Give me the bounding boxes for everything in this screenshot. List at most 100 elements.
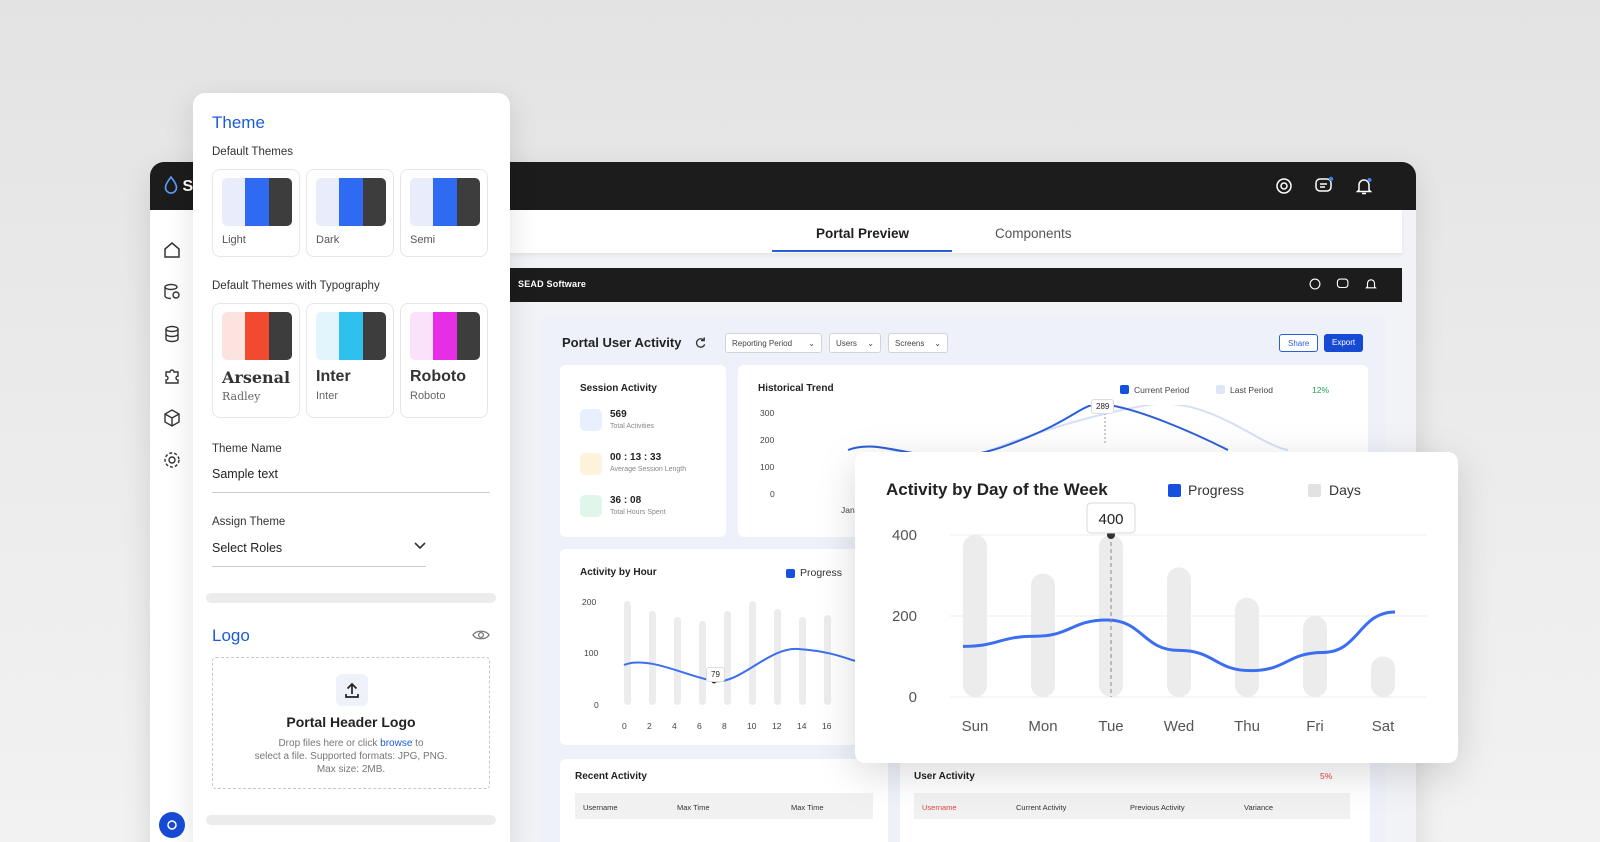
users-select[interactable]: Users ⌄	[829, 333, 881, 353]
top-icons	[1274, 176, 1376, 198]
cube-icon[interactable]	[162, 408, 182, 428]
x-tick: Fri	[1306, 718, 1324, 735]
dashboard-title: Portal User Activity	[562, 335, 682, 350]
default-themes-label: Default Themes	[212, 146, 293, 158]
y-tick: 200	[760, 435, 775, 445]
user-activity-card: User Activity 5% Username Current Activi…	[900, 759, 1370, 842]
preview-top-icons	[1308, 277, 1378, 291]
clock-fast-icon	[580, 453, 602, 475]
x-tick: 4	[672, 721, 677, 731]
screens-select[interactable]: Screens ⌄	[888, 333, 948, 353]
app-sidebar	[150, 210, 194, 842]
x-tick: 6	[697, 721, 702, 731]
refresh-icon[interactable]	[694, 336, 707, 349]
metric-label: Average Session Length	[610, 466, 687, 473]
theme-card-semi[interactable]: Semi	[400, 169, 488, 257]
ai-icon[interactable]	[1274, 176, 1296, 198]
theme-swatch	[222, 178, 292, 226]
theme-card-light[interactable]: Light	[212, 169, 300, 257]
database-icon[interactable]	[162, 324, 182, 344]
peak-tooltip: 289	[1091, 399, 1115, 414]
brand-initial: S	[182, 178, 194, 195]
tab-components[interactable]: Components	[995, 226, 1072, 241]
y-tick: 100	[760, 462, 775, 472]
puzzle-icon[interactable]	[162, 366, 182, 386]
legend-progress: Progress	[1188, 482, 1245, 498]
x-tick: Wed	[1164, 718, 1195, 735]
legend-last: Last Period	[1230, 385, 1273, 395]
assign-roles-select[interactable]: Select Roles	[212, 539, 426, 561]
progress-line	[962, 610, 1396, 673]
tooltip-box	[1086, 502, 1136, 534]
preview-bell-icon	[1365, 279, 1377, 289]
x-tick: 16	[822, 721, 832, 731]
y-tick: 0	[770, 489, 775, 499]
hour-x-ticks: 0 2 4 6 8 10 12 14 16	[622, 721, 862, 731]
database-search-icon[interactable]	[162, 282, 182, 302]
column-header: Max Time	[791, 803, 824, 812]
sun-icon	[167, 820, 177, 830]
share-button[interactable]: Share	[1279, 334, 1319, 352]
hour-tooltip: 79	[706, 667, 725, 682]
theme-card-dark[interactable]: Dark	[306, 169, 394, 257]
x-tick: 14	[797, 721, 807, 731]
input-underline	[212, 492, 490, 493]
metric-value: 569	[610, 409, 627, 420]
x-tick: 0	[622, 721, 627, 731]
eye-icon[interactable]	[472, 629, 490, 641]
typography-card-roboto[interactable]: Roboto Roboto	[400, 303, 488, 418]
tab-portal-preview[interactable]: Portal Preview	[816, 226, 910, 241]
font-name: Arsenal	[222, 368, 291, 387]
assign-roles-value: Select Roles	[212, 541, 283, 555]
font-name: Inter	[316, 368, 351, 385]
swatch-color	[245, 178, 269, 226]
recent-title: Recent Activity	[575, 771, 647, 782]
typography-card-inter[interactable]: Inter Inter	[306, 303, 394, 418]
y-tick: 300	[760, 408, 775, 418]
hourly-bars	[623, 601, 858, 705]
brand-logo[interactable]: S	[164, 175, 204, 196]
theme-title: Theme	[212, 113, 265, 132]
theme-swatch	[410, 178, 480, 226]
column-header: Current Activity	[1016, 803, 1067, 812]
reporting-period-select[interactable]: Reporting Period ⌄	[725, 333, 822, 353]
session-activity-card: Session Activity 569 Total Activities 00…	[560, 365, 726, 537]
theme-fab-button[interactable]	[159, 812, 185, 838]
column-header: Max Time	[677, 803, 710, 812]
day-bar	[1235, 597, 1259, 697]
column-header: Variance	[1244, 803, 1274, 812]
x-tick: 10	[747, 721, 757, 731]
select-underline	[212, 566, 426, 567]
bell-icon[interactable]	[1354, 176, 1376, 198]
browse-link[interactable]: browse	[380, 738, 413, 749]
theme-label: Light	[222, 234, 246, 246]
logo-upload-dropzone[interactable]: Portal Header Logo Drop files here or cl…	[212, 657, 490, 789]
day-chart-svg: 400 200 0 Sun Mon Tue Wed Thu Fri Sat 400	[892, 502, 1427, 735]
metric-label: Total Activities	[610, 423, 654, 430]
reporting-period-label: Reporting Period	[732, 339, 793, 348]
upload-text: to	[412, 738, 424, 749]
user-activity-title: User Activity	[914, 771, 975, 782]
column-header: Previous Activity	[1130, 803, 1185, 812]
font-secondary: Roboto	[410, 390, 446, 402]
theme-swatch	[316, 178, 386, 226]
legend-swatch-days	[1308, 484, 1321, 497]
historical-title: Historical Trend	[758, 383, 834, 394]
column-header: Username	[922, 803, 957, 812]
home-icon[interactable]	[162, 240, 182, 260]
trend-change: 12%	[1312, 385, 1330, 395]
legend-swatch-progress	[786, 569, 795, 578]
legend-swatch-progress	[1168, 484, 1181, 497]
chat-icon[interactable]	[1314, 176, 1336, 198]
metric-value: 36 : 08	[610, 495, 642, 506]
drop-logo-icon	[164, 175, 178, 194]
theme-name-input[interactable]: Sample text	[212, 467, 279, 481]
theme-panel: Theme Default Themes Light Dark Semi Def…	[193, 93, 510, 842]
theme-swatch	[316, 312, 386, 360]
settings-icon[interactable]	[162, 450, 182, 470]
day-bar	[1303, 616, 1327, 697]
y-tick: 100	[584, 648, 599, 658]
export-button[interactable]: Export	[1324, 334, 1364, 352]
typography-card-arsenal[interactable]: Arsenal Radley	[212, 303, 300, 418]
x-tick: Sun	[962, 718, 989, 735]
